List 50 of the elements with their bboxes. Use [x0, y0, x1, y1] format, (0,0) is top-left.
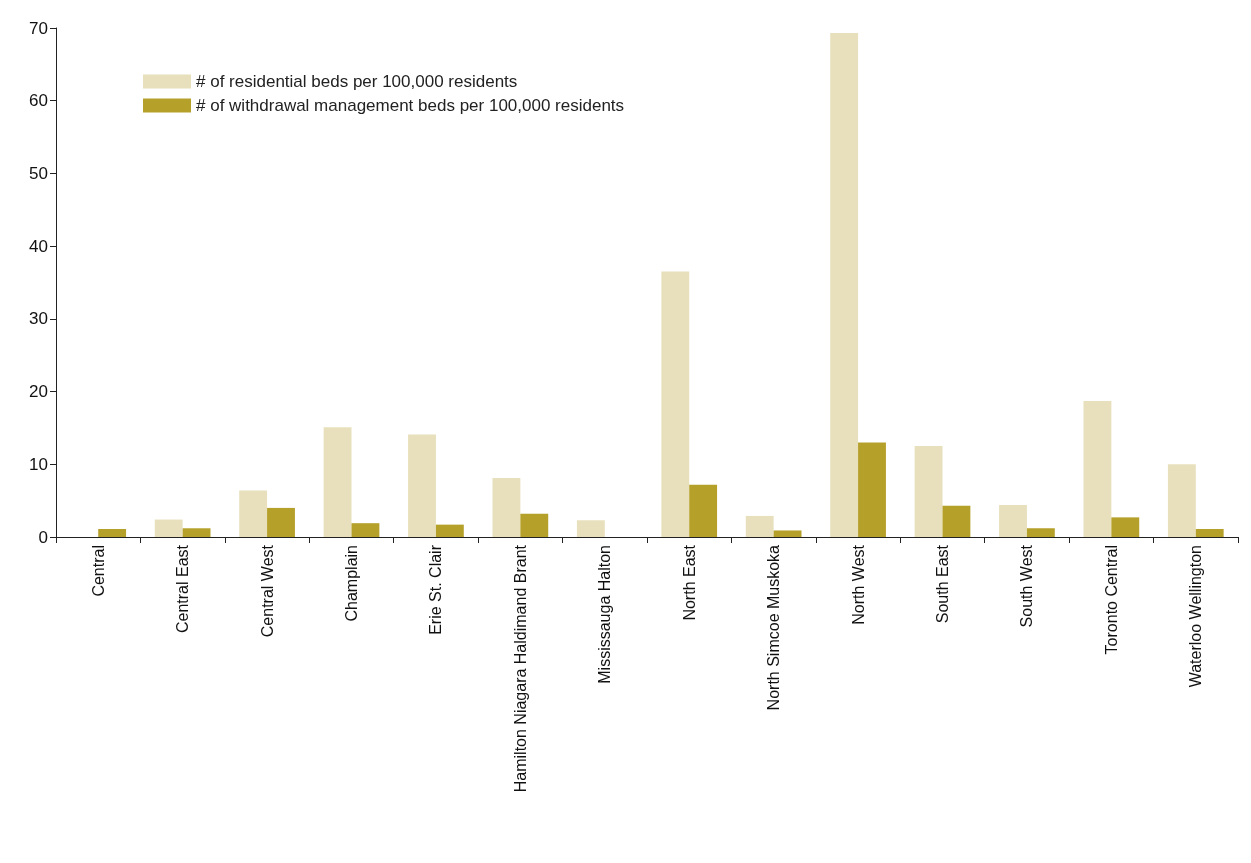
bar	[239, 490, 268, 537]
x-tick-label: Central West	[258, 544, 276, 638]
x-tick-label: North Simcoe Muskoka	[765, 544, 783, 711]
bar	[1195, 529, 1224, 537]
y-tick-label: 60	[29, 91, 48, 111]
bar	[999, 505, 1027, 537]
bar	[1083, 401, 1112, 537]
x-tick-label: Erie St. Clair	[427, 544, 445, 635]
bar	[98, 529, 127, 537]
legend-label: # of withdrawal management beds per 100,000 residents	[196, 96, 625, 115]
y-tick-label: 10	[29, 454, 48, 474]
bar	[351, 523, 380, 537]
bar	[154, 519, 183, 537]
x-tick-label: North West	[849, 544, 867, 625]
bar	[408, 434, 436, 537]
bar	[323, 427, 352, 537]
bar	[492, 478, 521, 537]
x-tick-label: Central East	[174, 544, 192, 634]
bar	[1026, 528, 1055, 537]
y-tick-label: 0	[38, 527, 48, 547]
y-tick-label: 20	[29, 382, 48, 402]
x-tick-label: Champlain	[343, 545, 360, 622]
bar	[773, 530, 802, 537]
y-tick-label: 30	[29, 309, 48, 329]
bar	[858, 442, 886, 537]
bar	[576, 520, 605, 537]
x-tick-label: South West	[1018, 544, 1036, 628]
legend-label: # of residential beds per 100,000 residents	[196, 72, 518, 91]
bar	[520, 513, 549, 537]
x-tick-label: Central	[89, 545, 107, 597]
bar	[914, 446, 943, 537]
x-tick-label: Hamilton Niagara Haldimand Brant	[511, 544, 529, 793]
bar	[267, 507, 295, 537]
bar	[689, 484, 718, 537]
bar	[661, 271, 690, 537]
y-tick-label: 40	[29, 236, 48, 256]
bar	[942, 505, 971, 537]
y-tick-label: 50	[29, 163, 48, 183]
bar	[1167, 464, 1196, 537]
x-tick-label: Toronto Central	[1102, 545, 1120, 655]
x-tick-label: South East	[934, 544, 951, 624]
x-tick-label: Mississauga Halton	[596, 545, 614, 684]
bar	[435, 524, 464, 537]
bar	[830, 33, 859, 537]
x-tick-label: Waterloo Wellington	[1187, 545, 1205, 688]
bar	[745, 515, 774, 537]
bar	[1111, 517, 1140, 537]
x-tick-label: North East	[680, 544, 698, 621]
bar	[182, 528, 211, 537]
y-tick-label: 70	[29, 18, 48, 38]
